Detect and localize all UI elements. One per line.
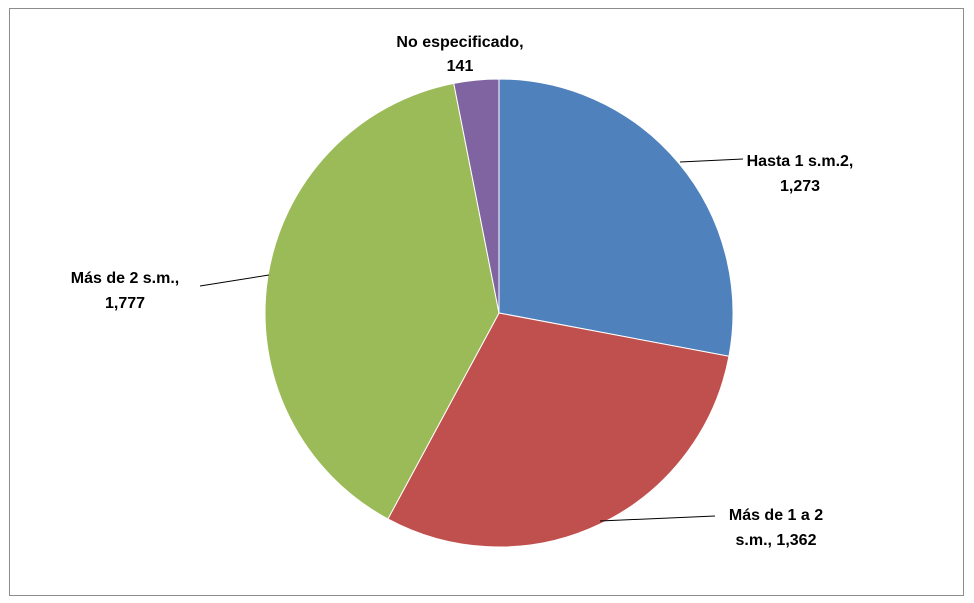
slice-label-mas-1-a-2: Más de 1 a 2	[729, 507, 823, 524]
slice-label-hasta-1: Hasta 1 s.m.2,	[747, 153, 854, 170]
slice-hasta-1	[498, 78, 734, 357]
slice-value-no-especificado: 141	[447, 58, 474, 75]
chart-area: Hasta 1 s.m.2, 1,273 Más de 1 a 2 s.m., …	[9, 8, 964, 596]
slice-mas-1-a-2	[387, 312, 730, 548]
leader-line-2	[199, 274, 270, 287]
slice-label-mas-2: Más de 2 s.m.,	[71, 270, 180, 287]
slice-value-mas-1-a-2: s.m., 1,362	[736, 532, 817, 549]
slice-label-no-especificado: No especificado,	[396, 34, 523, 51]
leader-line-1	[599, 515, 716, 522]
slice-no-especificado	[453, 78, 500, 314]
pie-chart: Hasta 1 s.m.2, 1,273 Más de 1 a 2 s.m., …	[71, 34, 854, 549]
slice-value-mas-2: 1,777	[105, 295, 145, 312]
leader-line-0	[679, 158, 744, 163]
slice-value-hasta-1: 1,273	[780, 178, 820, 195]
slice-mas-2	[264, 82, 500, 520]
